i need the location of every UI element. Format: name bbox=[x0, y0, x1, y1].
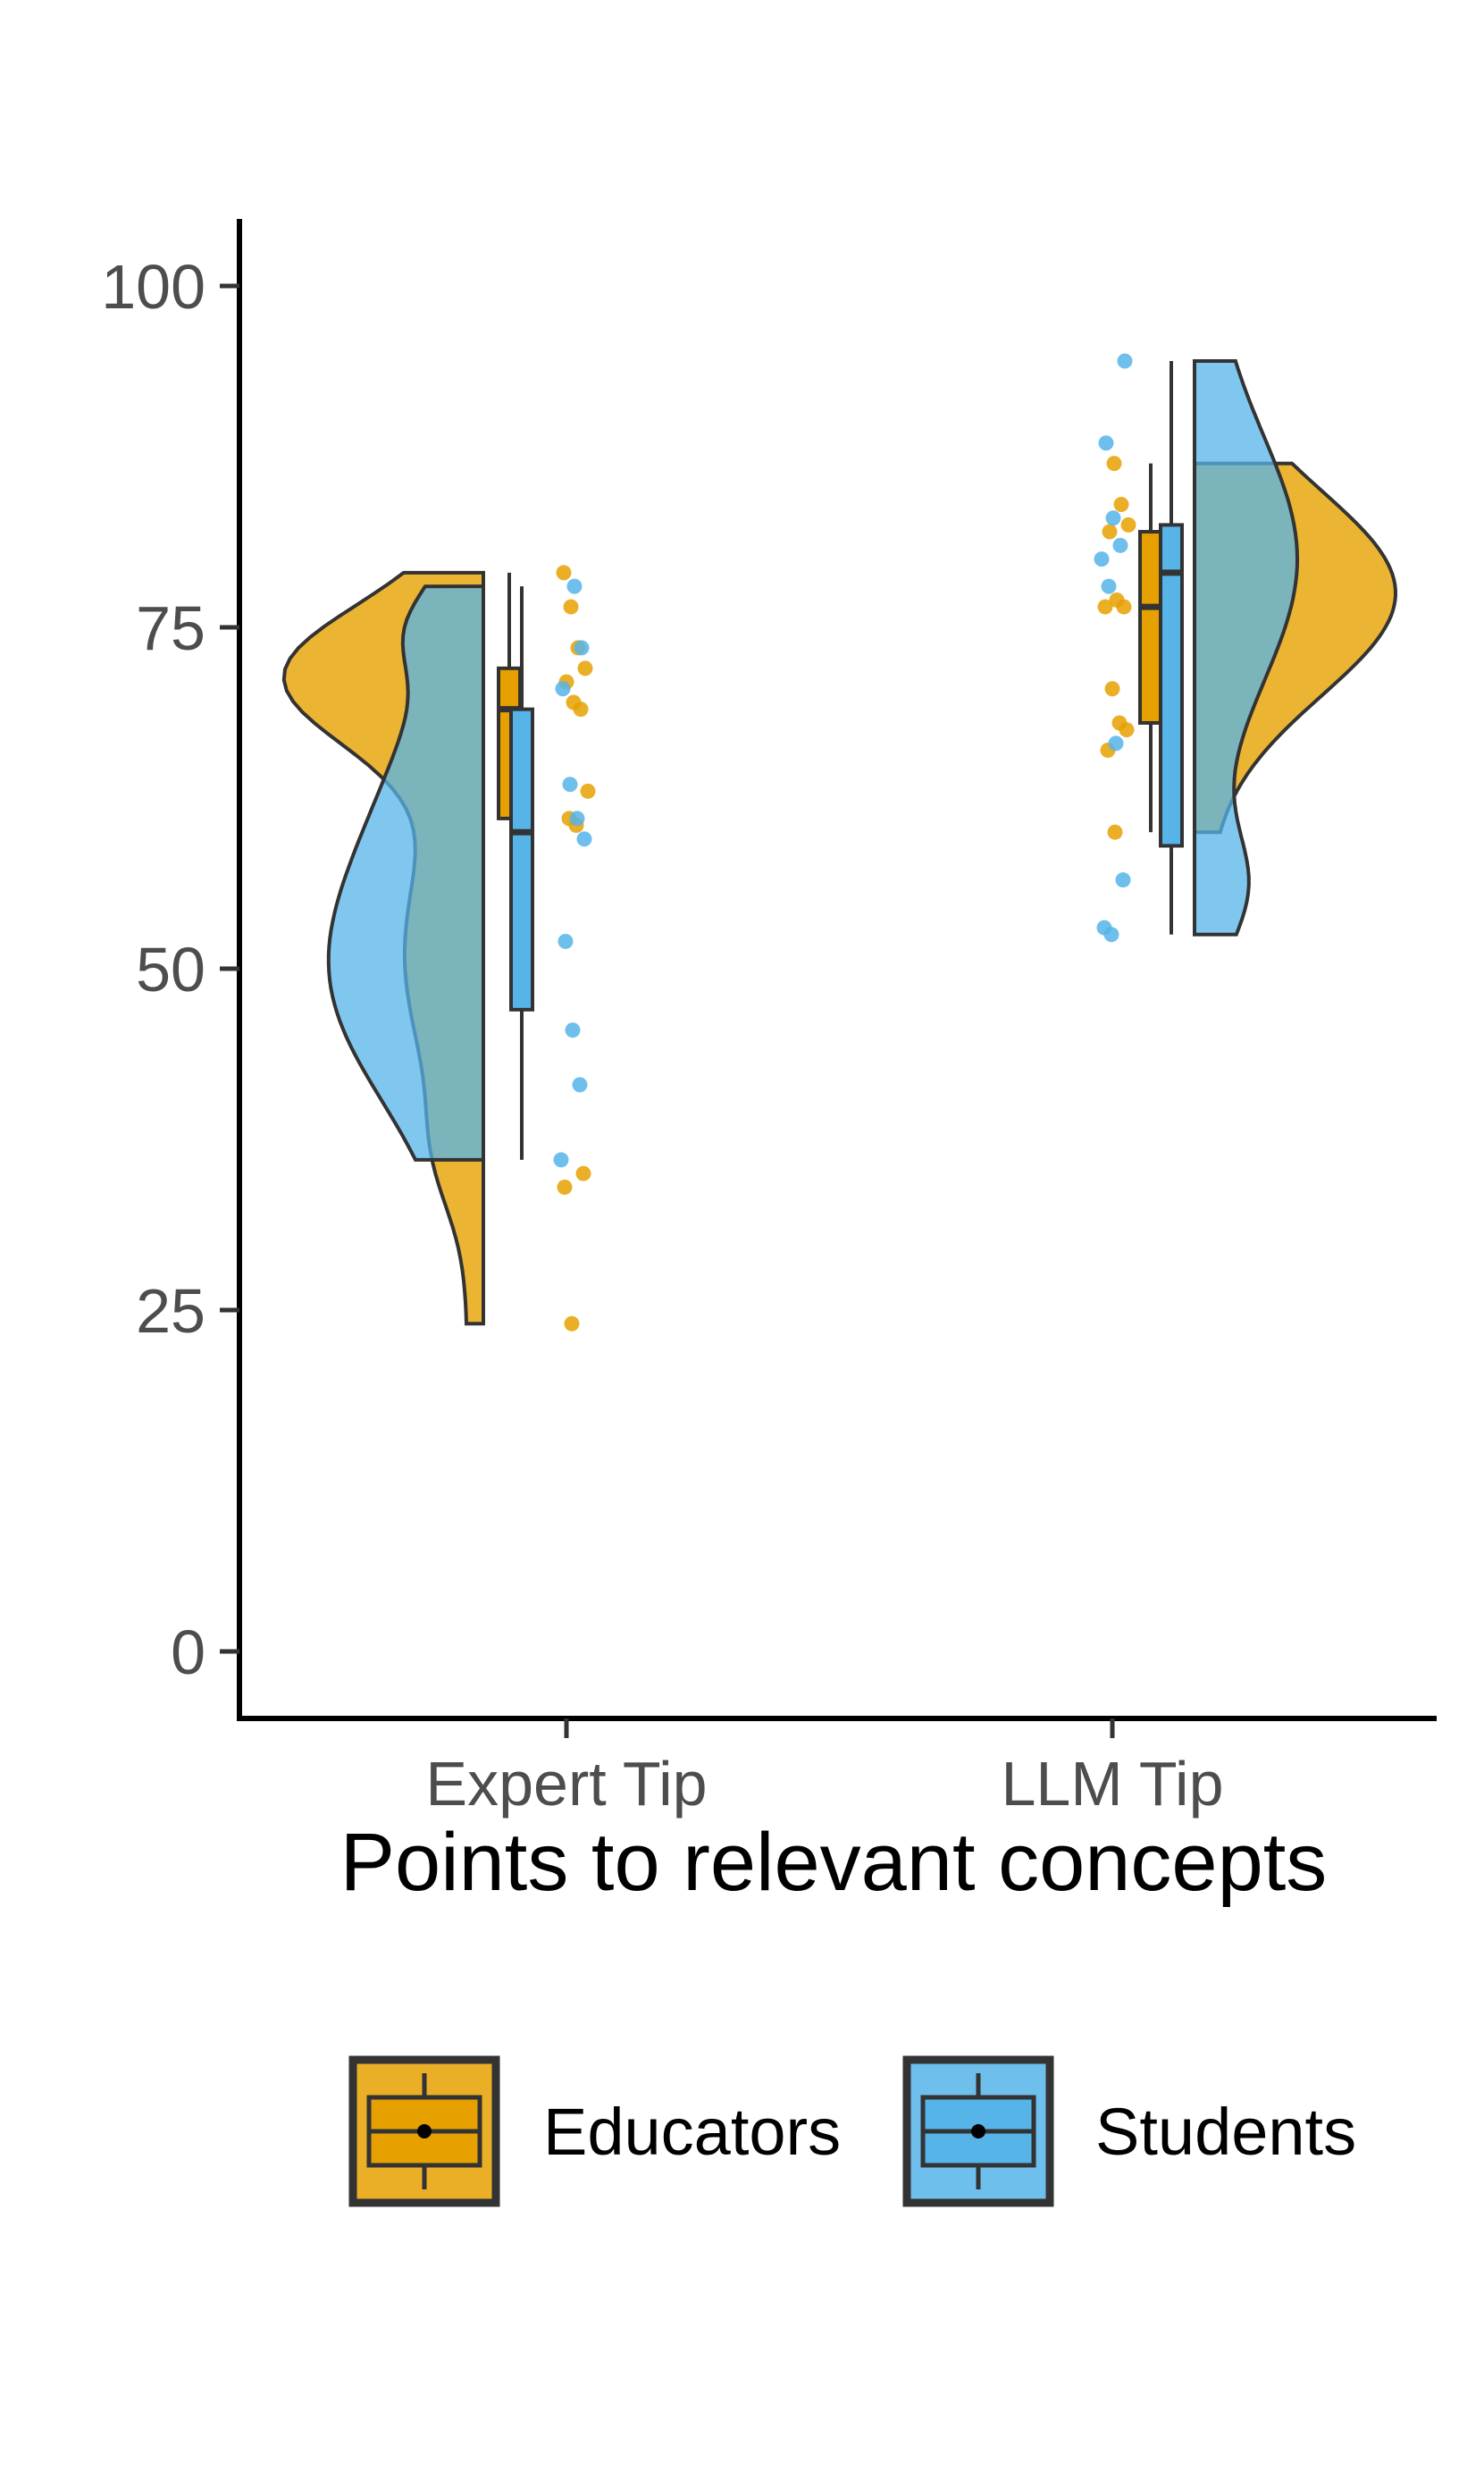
legend: Educators Students bbox=[348, 2055, 1356, 2207]
point-educators-0 bbox=[557, 1179, 573, 1195]
point-educators-0 bbox=[563, 599, 579, 615]
point-educators-0 bbox=[577, 660, 593, 676]
box-students-1 bbox=[1159, 523, 1184, 848]
point-students-1 bbox=[1098, 435, 1114, 451]
point-students-1 bbox=[1094, 551, 1110, 567]
point-educators-1 bbox=[1106, 456, 1122, 472]
point-educators-0 bbox=[556, 565, 572, 581]
legend-key-dot bbox=[971, 2124, 985, 2138]
point-educators-1 bbox=[1120, 517, 1136, 533]
point-students-0 bbox=[576, 831, 592, 847]
point-educators-1 bbox=[1107, 824, 1123, 840]
y-tick-label: 100 bbox=[101, 252, 205, 322]
point-students-1 bbox=[1115, 872, 1131, 888]
point-students-0 bbox=[555, 681, 571, 697]
point-educators-0 bbox=[564, 1315, 580, 1332]
legend-key-dot bbox=[417, 2124, 432, 2138]
point-educators-0 bbox=[573, 702, 589, 718]
x-tick-label: LLM Tip bbox=[1002, 1749, 1224, 1819]
point-educators-1 bbox=[1113, 496, 1129, 512]
y-tick-label: 0 bbox=[171, 1617, 205, 1687]
point-students-0 bbox=[566, 578, 583, 594]
point-educators-1 bbox=[1104, 681, 1120, 697]
point-educators-1 bbox=[1116, 599, 1132, 615]
legend-label: Educators bbox=[543, 2095, 841, 2169]
legend-item-educators: Educators bbox=[348, 2055, 841, 2207]
point-students-0 bbox=[558, 933, 574, 949]
point-educators-0 bbox=[575, 1165, 591, 1181]
point-educators-1 bbox=[1102, 524, 1118, 540]
point-educators-1 bbox=[1097, 599, 1113, 615]
x-tick-label: Expert Tip bbox=[425, 1749, 707, 1819]
point-students-0 bbox=[574, 640, 590, 656]
legend-item-students: Students bbox=[902, 2055, 1356, 2207]
point-students-0 bbox=[565, 1022, 581, 1038]
x-axis-title: Points to relevant concepts bbox=[340, 1817, 1328, 1908]
violin-students-1 bbox=[1193, 358, 1300, 937]
point-students-0 bbox=[572, 1077, 588, 1093]
y-tick-label: 50 bbox=[136, 935, 205, 1004]
point-students-1 bbox=[1103, 927, 1119, 943]
point-students-0 bbox=[569, 811, 585, 827]
plot-area bbox=[281, 353, 1398, 1332]
axes: 0 25 50 75 100 Expert Tip LLM Tip bbox=[101, 219, 1437, 1819]
legend-label: Students bbox=[1095, 2095, 1356, 2169]
y-tick-label: 25 bbox=[136, 1276, 205, 1346]
box-educators-1 bbox=[1138, 530, 1163, 725]
point-educators-1 bbox=[1119, 722, 1135, 738]
point-students-1 bbox=[1108, 735, 1124, 752]
point-students-1 bbox=[1112, 537, 1128, 553]
box-students-0 bbox=[509, 707, 534, 1012]
point-educators-0 bbox=[580, 783, 596, 799]
violin-students-0 bbox=[326, 584, 485, 1162]
point-students-0 bbox=[562, 777, 578, 793]
point-students-0 bbox=[553, 1152, 569, 1168]
point-students-1 bbox=[1101, 578, 1117, 594]
point-students-1 bbox=[1117, 353, 1133, 369]
y-tick-label: 75 bbox=[136, 593, 205, 663]
point-students-1 bbox=[1105, 510, 1121, 526]
